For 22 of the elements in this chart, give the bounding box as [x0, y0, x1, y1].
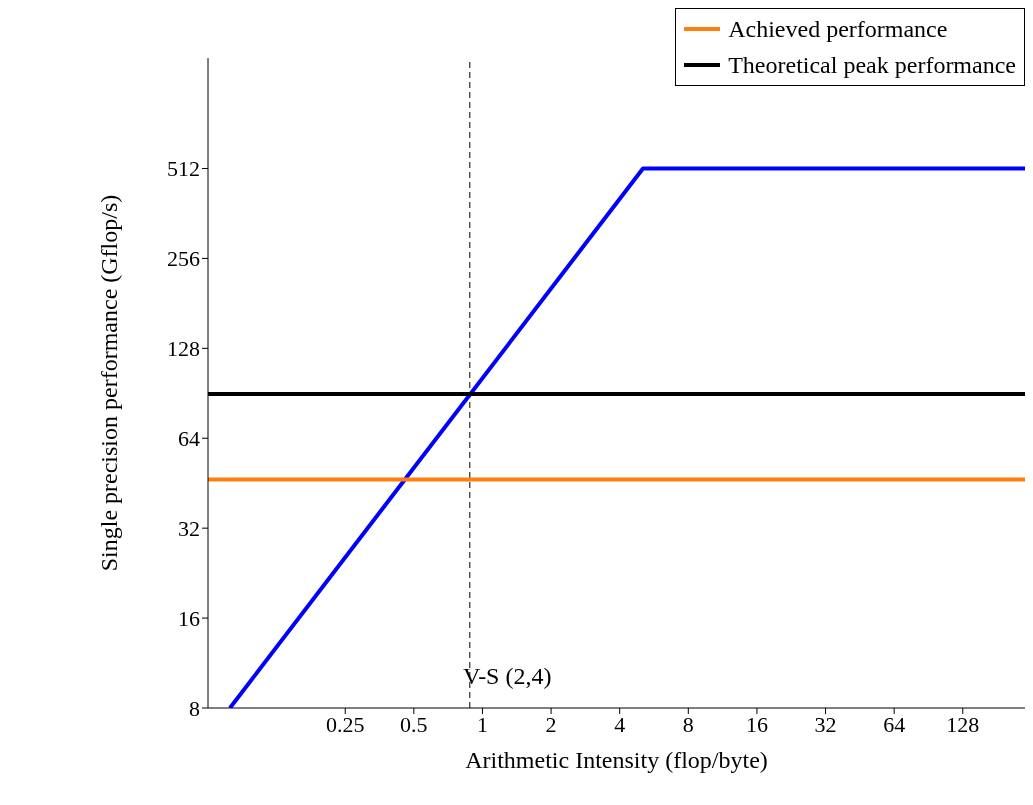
y-tick-label: 8: [189, 695, 200, 721]
y-tick-label: 128: [167, 336, 200, 362]
y-tick-label: 16: [178, 605, 200, 631]
y-tick-label: 64: [178, 426, 200, 452]
x-tick-label: 0.25: [325, 711, 365, 737]
x-tick-label: 16: [745, 711, 768, 737]
x-axis-title: Arithmetic Intensity (flop/byte): [465, 747, 768, 773]
x-tick-label: 8: [682, 711, 694, 737]
x-tick-label: 0.5: [400, 711, 428, 737]
x-tick-label: 1: [476, 711, 488, 737]
x-tick-label: 4: [614, 711, 626, 737]
x-tick-label: 32: [814, 711, 837, 737]
y-tick-label: 512: [167, 156, 200, 182]
y-axis-title: Single precision performance (Gflop/s): [95, 194, 122, 572]
legend-label: Achieved performance: [728, 15, 948, 44]
x-tick-label: 128: [946, 711, 980, 737]
annotation: V-S (2,4): [463, 663, 552, 690]
x-tick-label: 2: [545, 711, 557, 737]
x-tick-label: 64: [883, 711, 906, 737]
legend-label: Theoretical peak performance: [728, 51, 1016, 80]
y-tick-label: 32: [178, 515, 200, 541]
y-tick-label: 256: [167, 246, 200, 272]
